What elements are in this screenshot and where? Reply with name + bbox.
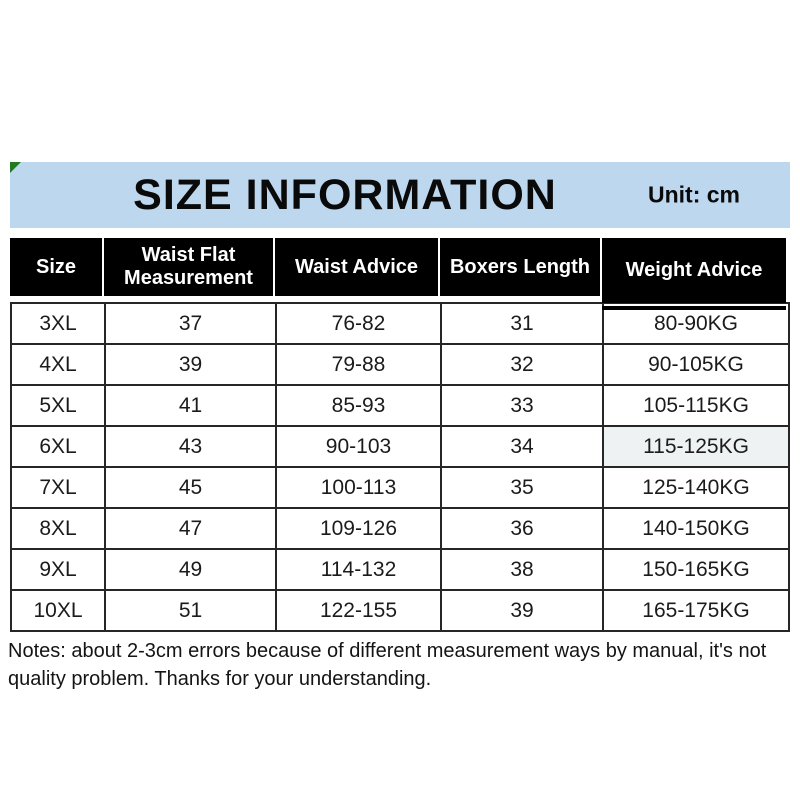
cell-waist-advice: 100-113 (277, 468, 440, 507)
cell-boxers-length: 35 (442, 468, 602, 507)
cell-waist-advice: 122-155 (277, 591, 440, 630)
cell-boxers-length: 31 (442, 304, 602, 343)
cell-waist-advice: 79-88 (277, 345, 440, 384)
col-header-waist-flat-measurement: Waist Flat Measurement (104, 238, 273, 296)
size-table: 3XL 37 76-82 31 80-90KG 4XL 39 79-88 32 … (10, 302, 790, 632)
col-header-weight-advice: Weight Advice (602, 238, 786, 310)
cell-boxers-length: 34 (442, 427, 602, 466)
cell-size: 7XL (12, 468, 104, 507)
col-header-waist-advice: Waist Advice (275, 238, 438, 296)
cell-waist-flat: 49 (106, 550, 275, 589)
cell-boxers-length: 36 (442, 509, 602, 548)
cell-weight-advice: 125-140KG (604, 468, 788, 507)
unit-label: Unit: cm (648, 181, 740, 208)
cell-weight-advice: 105-115KG (604, 386, 788, 425)
cell-size: 3XL (12, 304, 104, 343)
cell-waist-advice: 109-126 (277, 509, 440, 548)
cell-waist-advice: 76-82 (277, 304, 440, 343)
cell-size: 10XL (12, 591, 104, 630)
corner-marker-icon (10, 162, 21, 173)
cell-waist-flat: 51 (106, 591, 275, 630)
cell-waist-flat: 47 (106, 509, 275, 548)
cell-boxers-length: 33 (442, 386, 602, 425)
cell-waist-advice: 114-132 (277, 550, 440, 589)
cell-waist-advice: 85-93 (277, 386, 440, 425)
cell-weight-advice: 80-90KG (604, 304, 788, 343)
banner: SIZE INFORMATION Unit: cm (10, 162, 790, 228)
cell-waist-advice: 90-103 (277, 427, 440, 466)
cell-boxers-length: 39 (442, 591, 602, 630)
notes-text: Notes: about 2-3cm errors because of dif… (8, 640, 767, 690)
col-header-boxers-length: Boxers Length (440, 238, 600, 296)
cell-waist-flat: 39 (106, 345, 275, 384)
cell-size: 6XL (12, 427, 104, 466)
cell-size: 5XL (12, 386, 104, 425)
cell-boxers-length: 32 (442, 345, 602, 384)
cell-waist-flat: 45 (106, 468, 275, 507)
cell-boxers-length: 38 (442, 550, 602, 589)
cell-waist-flat: 43 (106, 427, 275, 466)
cell-size: 8XL (12, 509, 104, 548)
cell-weight-advice: 140-150KG (604, 509, 788, 548)
cell-waist-flat: 41 (106, 386, 275, 425)
cell-waist-flat: 37 (106, 304, 275, 343)
cell-weight-advice: 115-125KG (604, 427, 788, 466)
cell-size: 4XL (12, 345, 104, 384)
cell-weight-advice: 90-105KG (604, 345, 788, 384)
table-header-row: Size Waist Flat Measurement Waist Advice… (10, 238, 786, 310)
cell-size: 9XL (12, 550, 104, 589)
cell-weight-advice: 165-175KG (604, 591, 788, 630)
col-header-size: Size (10, 238, 102, 296)
page-title: SIZE INFORMATION (133, 170, 557, 219)
cell-weight-advice: 150-165KG (604, 550, 788, 589)
